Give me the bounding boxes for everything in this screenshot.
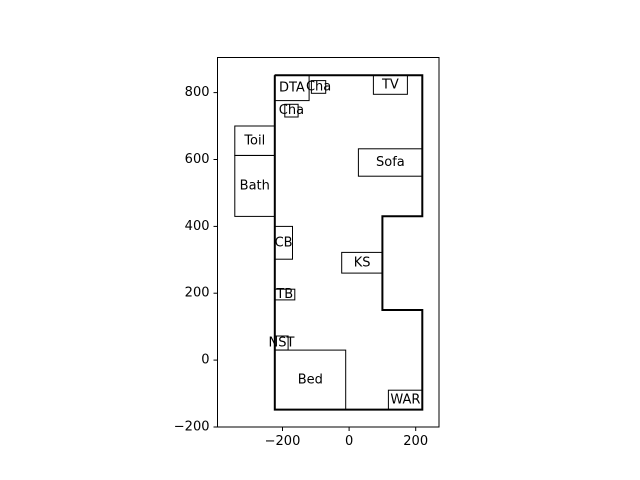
x-tick-label: −200 [265,434,301,449]
furniture-cha: Cha [279,103,304,118]
furniture-box [387,389,423,411]
furniture-label: NST [269,336,295,351]
plot-area-frame [217,57,440,428]
furniture-box [274,225,293,260]
furniture-tv: TV [372,74,408,95]
x-tick-label: 200 [403,434,428,449]
furniture-label: Sofa [376,155,405,170]
rooms-layer: Toil Bath [234,125,276,217]
furniture-label: WAR [390,392,420,407]
furniture-box [372,74,408,95]
room-box [234,155,276,217]
furniture-box [310,80,327,94]
furniture-box [357,148,423,177]
furniture-label: Cha [279,103,304,118]
furniture-nst: NST [269,335,295,351]
furniture-cha: Cha [306,79,331,94]
furniture-label: Bed [298,372,323,387]
y-axis: −200 0 200 400 600 800 [174,85,218,435]
furniture-label: Cha [306,79,331,94]
furniture-label: TB [275,287,293,302]
furniture-label: TV [381,77,399,92]
furniture-sofa: Sofa [357,148,423,177]
room-label: Bath [240,178,270,193]
y-tick-label: 600 [185,152,210,167]
wall-outline [273,74,424,411]
furniture-label: KS [354,255,371,270]
furniture-dta: DTA [274,74,310,102]
furniture-tb: TB [274,287,296,302]
y-tick-label: 0 [201,353,209,368]
furniture-box [274,349,347,411]
furniture-box [274,288,296,301]
y-tick-label: 400 [185,219,210,234]
furniture-ks: KS [341,251,383,274]
furniture-box [341,251,383,274]
furniture-box [274,74,310,102]
furniture-label: DTA [279,80,305,95]
furniture-cb: CB [274,225,293,260]
room-label: Toil [243,133,265,148]
room-bath: Bath [234,155,276,217]
room-toil: Toil [234,125,276,156]
y-tick-label: −200 [174,420,210,435]
y-tick-label: 800 [185,85,210,100]
x-axis: −200 0 200 [265,427,428,449]
walls-layer [273,74,424,411]
furniture-label: CB [275,235,293,250]
furniture-box [284,103,299,118]
y-tick-label: 200 [185,286,210,301]
furniture-bed: Bed [274,349,347,411]
x-tick-label: 0 [345,434,353,449]
furniture-war: WAR [387,389,423,411]
